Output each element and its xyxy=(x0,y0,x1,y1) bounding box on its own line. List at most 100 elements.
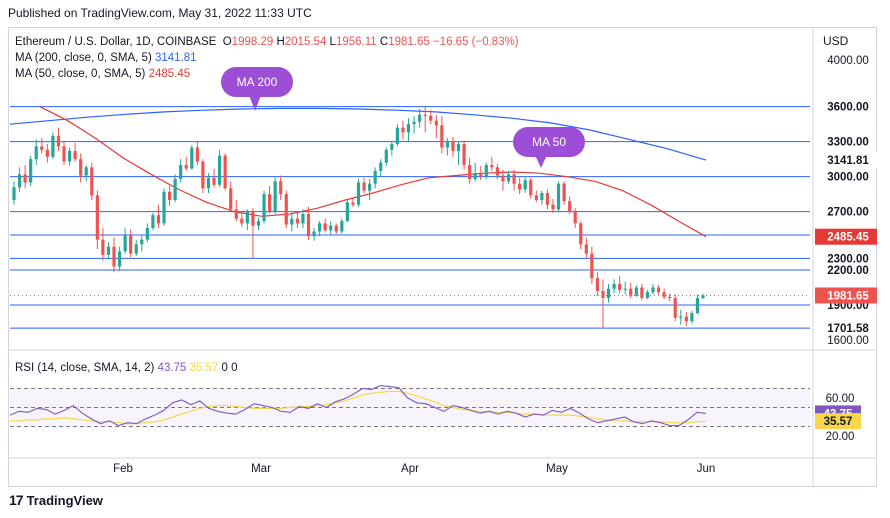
candle-body xyxy=(656,287,661,293)
candle-body xyxy=(673,298,677,318)
candle-body xyxy=(373,170,377,184)
candle-body xyxy=(162,191,166,224)
candle-body xyxy=(379,162,383,171)
tradingview-footer: 17 TradingView xyxy=(9,492,103,508)
time-tick-label: Apr xyxy=(401,463,419,475)
ma200-callout-pointer xyxy=(249,95,261,111)
ma200-callout-label: MA 200 xyxy=(237,75,278,89)
candle-body xyxy=(551,204,555,210)
legend-change: −16.65 (−0.83%) xyxy=(432,36,519,48)
candle-body xyxy=(112,246,116,267)
candle-body xyxy=(623,288,627,290)
candle-body xyxy=(273,181,277,212)
published-caption: Published on TradingView.com, May 31, 20… xyxy=(8,6,312,20)
candle-body xyxy=(484,165,488,177)
price-badge-ma200 xyxy=(815,152,877,169)
candle-body xyxy=(340,221,344,232)
rsi-tick-label: 20.00 xyxy=(826,431,855,443)
candle-body xyxy=(384,149,388,163)
candle-body xyxy=(573,211,577,224)
candle-body xyxy=(490,165,494,168)
candle-body xyxy=(651,287,655,293)
rsi-ma-badge-label: 35.57 xyxy=(824,416,853,428)
chart-frame xyxy=(8,27,877,487)
candle-body xyxy=(395,127,399,144)
price-badge-label: 2485.45 xyxy=(827,232,869,244)
tradingview-logo-icon: 17 xyxy=(9,492,24,508)
candle-body xyxy=(123,235,127,252)
candle-body xyxy=(212,177,216,185)
candle-body xyxy=(73,151,77,160)
candle-body xyxy=(23,174,27,183)
price-level-label: 1701.58 xyxy=(827,323,869,335)
rsi-legend-label: RSI (14, close, SMA, 14, 2) xyxy=(15,362,155,374)
candle-body xyxy=(534,195,538,200)
legend-o-label: O xyxy=(222,36,232,48)
candle-body xyxy=(629,288,633,296)
candle-body xyxy=(106,246,111,255)
candle-body xyxy=(668,296,672,298)
candle-body xyxy=(290,218,294,225)
candle-body xyxy=(195,147,199,162)
candle-body xyxy=(312,231,316,237)
price-badge-label: 1981.65 xyxy=(827,290,869,302)
candle-body xyxy=(323,223,327,231)
candle-body xyxy=(690,313,694,322)
legend-ma200-value: 3141.81 xyxy=(154,52,197,64)
candle-body xyxy=(568,201,572,212)
candle-body xyxy=(479,173,483,177)
candle-body xyxy=(240,218,244,224)
candle-body xyxy=(368,183,372,191)
legend-symbol: Ethereum / U.S. Dollar, 1D, COINBASE xyxy=(15,36,217,48)
candle-body xyxy=(301,214,305,224)
price-tick-label: 4000.00 xyxy=(827,55,869,67)
candle-body xyxy=(256,221,261,226)
candle-body xyxy=(579,223,583,245)
candle-body xyxy=(295,218,299,224)
candle-body xyxy=(462,144,466,165)
candle-body xyxy=(190,147,194,169)
candle-body xyxy=(512,174,516,184)
candle-body xyxy=(412,121,416,125)
candle-body xyxy=(134,244,138,254)
candle-body xyxy=(251,211,255,226)
candle-body xyxy=(151,215,155,228)
candle-body xyxy=(345,202,349,221)
candle-body xyxy=(595,278,600,291)
ma50-callout-pointer xyxy=(535,155,547,168)
candle-body xyxy=(117,251,122,267)
candle-body xyxy=(401,127,405,133)
candle-body xyxy=(334,225,338,232)
candle-body xyxy=(562,183,566,202)
candle-body xyxy=(434,120,438,126)
candle-body xyxy=(34,146,38,160)
candle-body xyxy=(179,165,183,179)
rsi-legend: RSI (14, close, SMA, 14, 2) 43.75 35.57 … xyxy=(15,362,238,374)
candle-body xyxy=(29,159,33,183)
ma200-callout-bubble xyxy=(221,67,293,97)
candle-body xyxy=(56,135,61,147)
candle-body xyxy=(145,228,149,240)
rsi-legend-value: 43.75 xyxy=(157,362,187,374)
candle-body xyxy=(584,244,588,254)
legend-ma50-row: MA (50, close, 0, SMA, 5) 2485.45 xyxy=(15,66,519,82)
candle-body xyxy=(217,155,222,185)
candle-body xyxy=(201,161,205,189)
price-level-label: 2300.00 xyxy=(827,253,869,265)
candle-body xyxy=(45,149,49,157)
time-tick-label: Jun xyxy=(697,463,716,475)
candle-body xyxy=(234,209,238,219)
price-badge-label: 3141.81 xyxy=(827,155,869,167)
candle-body xyxy=(645,292,650,298)
rsi-legend-ma-value: 35.57 xyxy=(189,362,219,374)
candle-body xyxy=(223,155,227,189)
candle-body xyxy=(601,291,605,298)
candle-body xyxy=(156,215,161,224)
candle-body xyxy=(229,188,233,210)
legend-ma50-value: 2485.45 xyxy=(148,68,191,80)
candle-body xyxy=(140,239,144,245)
candle-body xyxy=(356,182,361,205)
candle-body xyxy=(695,298,700,314)
candle-body xyxy=(590,253,594,279)
